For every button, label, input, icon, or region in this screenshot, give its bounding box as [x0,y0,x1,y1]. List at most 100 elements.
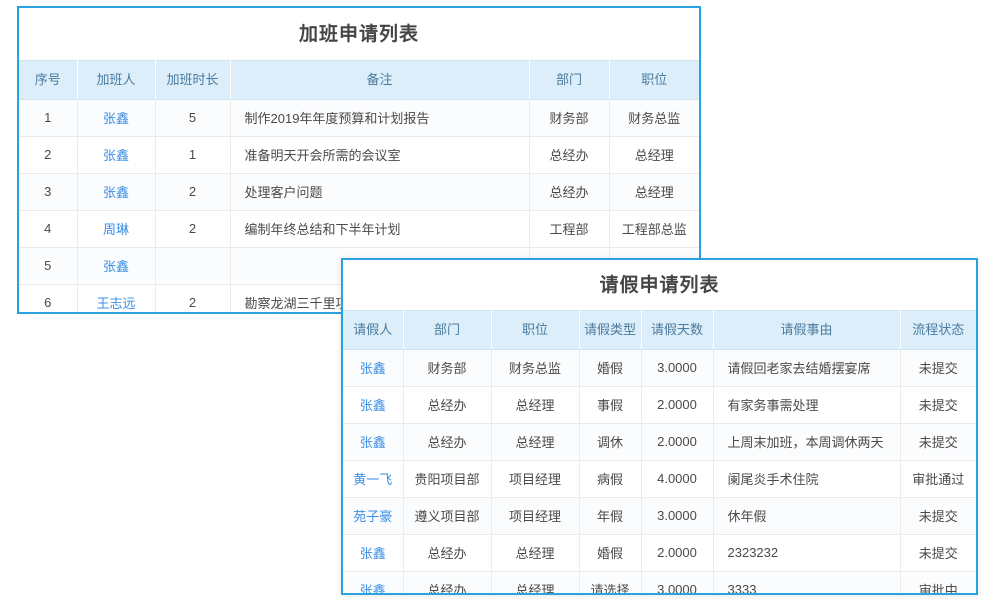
cell-person[interactable]: 张鑫 [77,136,156,174]
cell-leave-type: 调休 [579,423,642,461]
cell-department: 遵义项目部 [403,497,492,535]
column-header-applicant[interactable]: 请假人 [343,310,404,350]
cell-hours: 2 [155,284,231,312]
leave-header-row: 请假人 部门 职位 请假类型 请假天数 请假事由 流程状态 [343,310,976,350]
cell-applicant[interactable]: 张鑫 [343,349,404,387]
cell-leave-days: 3.0000 [641,497,714,535]
column-header-remark[interactable]: 备注 [230,60,530,100]
person-name-link[interactable]: 王志远 [96,296,136,312]
person-name-link[interactable]: 张鑫 [359,398,386,414]
column-header-person[interactable]: 加班人 [77,60,156,100]
table-row[interactable]: 4 周琳 2 编制年终总结和下半年计划 工程部 工程部总监 [19,210,699,248]
cell-process-status: 未提交 [900,423,976,461]
cell-position: 项目经理 [491,460,580,498]
column-header-position[interactable]: 职位 [491,310,580,350]
cell-person[interactable]: 周琳 [77,210,156,248]
table-row[interactable]: 苑子豪 遵义项目部 项目经理 年假 3.0000 休年假 未提交 [343,497,976,535]
column-header-process-status[interactable]: 流程状态 [900,310,976,350]
person-name-link[interactable]: 张鑫 [359,546,386,562]
cell-leave-days: 2.0000 [641,386,714,424]
cell-department: 总经办 [403,386,492,424]
cell-applicant[interactable]: 黄一飞 [343,460,404,498]
column-header-seq[interactable]: 序号 [19,60,78,100]
cell-position: 总经理 [491,571,580,593]
cell-process-status: 未提交 [900,386,976,424]
leave-table: 请假人 部门 职位 请假类型 请假天数 请假事由 流程状态 张鑫 财务部 财务总监婚… [343,310,976,595]
person-name-link[interactable]: 黄一飞 [353,472,393,488]
cell-applicant[interactable]: 张鑫 [343,571,404,595]
cell-seq: 4 [19,210,78,248]
cell-position: 总经理 [491,423,580,461]
column-header-leave-days[interactable]: 请假天数 [641,310,714,350]
cell-applicant[interactable]: 苑子豪 [343,497,404,535]
table-row[interactable]: 3 张鑫 2 处理客户问题 总经办 总经理 [19,173,699,211]
cell-leave-type: 年假 [579,497,642,535]
cell-department: 总经办 [529,173,610,211]
column-header-leave-reason[interactable]: 请假事由 [713,310,901,350]
cell-position: 财务总监 [491,349,580,387]
person-name-link[interactable]: 张鑫 [359,435,386,451]
cell-leave-type: 婚假 [579,534,642,572]
cell-leave-type: 事假 [579,386,642,424]
cell-person[interactable]: 王志远 [77,284,156,312]
cell-leave-days: 4.0000 [641,460,714,498]
cell-remark: 制作2019年年度预算和计划报告 [230,99,530,137]
cell-person[interactable]: 张鑫 [77,173,156,211]
leave-panel-title: 请假申请列表 [599,275,720,296]
person-name-link[interactable]: 张鑫 [359,583,386,595]
cell-person[interactable]: 张鑫 [77,247,156,285]
table-row[interactable]: 黄一飞 贵阳项目部 项目经理 病假 4.0000 阑尾炎手术住院 审批通过 [343,460,976,498]
table-row[interactable]: 张鑫 财务部 财务总监 婚假 3.0000 请假回老家去结婚摆宴席 未提交 [343,349,976,387]
person-name-link[interactable]: 张鑫 [102,148,129,164]
cell-process-status: 未提交 [900,349,976,387]
cell-applicant[interactable]: 张鑫 [343,534,404,572]
cell-leave-reason: 有家务事需处理 [713,386,901,424]
column-header-position[interactable]: 职位 [609,60,699,100]
cell-process-status: 审批中 [900,571,976,593]
cell-seq: 2 [19,136,78,174]
person-name-link[interactable]: 张鑫 [102,259,129,275]
cell-process-status: 未提交 [900,534,976,572]
cell-hours: 2 [155,210,231,248]
person-name-link[interactable]: 苑子豪 [353,509,393,525]
cell-leave-type: 请选择 [579,571,642,593]
cell-department: 财务部 [403,349,492,387]
column-header-hours[interactable]: 加班时长 [155,60,231,100]
leave-application-panel: 请假申请列表 请假人 部门 职位 请假类型 请假天数 请假事由 流程状态 张鑫 财… [341,258,978,595]
cell-person[interactable]: 张鑫 [77,99,156,137]
cell-process-status: 审批通过 [900,460,976,498]
table-row[interactable]: 张鑫 总经办 总经理 请选择 3.0000 3333 审批中 [343,571,976,595]
cell-position: 总经理 [491,386,580,424]
cell-remark: 编制年终总结和下半年计划 [230,210,530,248]
person-name-link[interactable]: 张鑫 [102,185,129,201]
cell-seq: 3 [19,173,78,211]
table-row[interactable]: 1 张鑫 5 制作2019年年度预算和计划报告 财务部 财务总监 [19,99,699,137]
cell-applicant[interactable]: 张鑫 [343,423,404,461]
overtime-table-header: 序号 加班人 加班时长 备注 部门 职位 [19,60,699,100]
person-name-link[interactable]: 张鑫 [102,111,129,127]
table-row[interactable]: 张鑫 总经办 总经理 事假 2.0000 有家务事需处理 未提交 [343,386,976,424]
cell-leave-reason: 请假回老家去结婚摆宴席 [713,349,901,387]
column-header-department[interactable]: 部门 [403,310,492,350]
column-header-leave-type[interactable]: 请假类型 [579,310,642,350]
cell-leave-days: 3.0000 [641,349,714,387]
overtime-panel-title: 加班申请列表 [298,24,419,45]
cell-leave-reason: 上周末加班，本周调休两天 [713,423,901,461]
cell-leave-type: 婚假 [579,349,642,387]
cell-remark: 处理客户问题 [230,173,530,211]
person-name-link[interactable]: 张鑫 [359,361,386,377]
person-name-link[interactable]: 周琳 [102,222,129,238]
column-header-department[interactable]: 部门 [529,60,610,100]
cell-department: 总经办 [403,534,492,572]
cell-leave-type: 病假 [579,460,642,498]
cell-seq: 1 [19,99,78,137]
cell-hours [155,247,231,285]
cell-hours: 2 [155,173,231,211]
table-row[interactable]: 张鑫 总经办 总经理 调休 2.0000 上周末加班，本周调休两天 未提交 [343,423,976,461]
cell-seq: 6 [19,284,78,312]
cell-position: 工程部总监 [609,210,699,248]
cell-applicant[interactable]: 张鑫 [343,386,404,424]
cell-remark: 准备明天开会所需的会议室 [230,136,530,174]
table-row[interactable]: 2 张鑫 1 准备明天开会所需的会议室 总经办 总经理 [19,136,699,174]
table-row[interactable]: 张鑫 总经办 总经理 婚假 2.0000 2323232 未提交 [343,534,976,572]
